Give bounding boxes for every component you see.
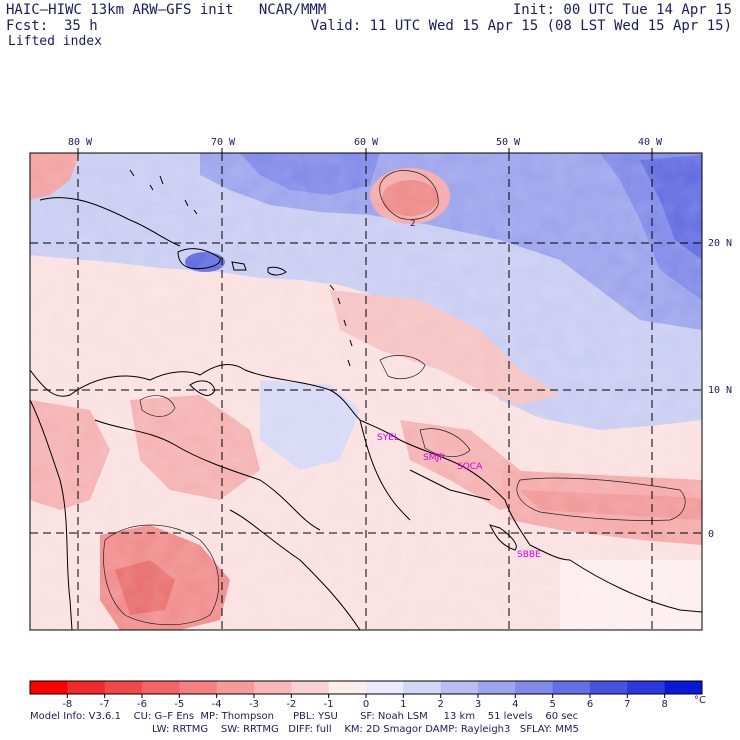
model-info-line2: LW: RRTMG SW: RRTMG DIFF: full KM: 2D Sm…	[152, 724, 579, 735]
valid-time: Valid: 11 UTC Wed 15 Apr 15 (08 LST Wed …	[310, 18, 732, 34]
colorbar-tick-label: 3	[475, 699, 481, 710]
colorbar-tick-label: 5	[549, 699, 555, 710]
colorbar-tick-label: -2	[286, 699, 296, 710]
colorbar-tick-label: 2	[437, 699, 443, 710]
colorbar-swatch	[254, 681, 292, 694]
top-ticks	[77, 148, 653, 153]
model-title: HAIC–HIWC 13km ARW–GFS init NCAR/MMM	[6, 2, 327, 18]
colorbar-tick-label: 7	[624, 699, 630, 710]
colorbar-swatch	[403, 681, 442, 694]
contour-lines	[103, 170, 686, 626]
colorbar-swatch	[664, 681, 703, 694]
lat-label-0: 0	[708, 529, 714, 540]
lon-label-50w: 50 W	[496, 137, 521, 148]
coastlines	[30, 169, 702, 630]
colorbar-swatch	[179, 681, 218, 694]
colorbar-tick-label: -7	[100, 699, 110, 710]
colorbar-tick-label: 1	[400, 699, 406, 710]
colorbar-swatch	[515, 681, 554, 694]
colorbar-tick-label: 6	[587, 699, 593, 710]
station-label-soca: SOCA	[457, 462, 483, 472]
colorbar-tick-label: -1	[324, 699, 334, 710]
colorbar-swatch	[627, 681, 666, 694]
model-info-line1: Model Info: V3.6.1 CU: G–F Ens MP: Thomp…	[30, 711, 579, 722]
colorbar-tick-label: 8	[661, 699, 667, 710]
colorbar-swatch	[478, 681, 516, 694]
colorbar-swatch	[328, 681, 367, 694]
colorbar-tick-label: -4	[212, 699, 222, 710]
colorbar-swatch	[291, 681, 330, 694]
colorbar-tick-label: -5	[174, 699, 184, 710]
forecast-label: Fcst:	[6, 18, 49, 34]
colorbar-unit: °C	[694, 695, 706, 706]
init-time: Init: 00 UTC Tue 14 Apr 15	[512, 2, 732, 18]
colorbar-swatch	[552, 681, 591, 694]
lat-label-20n: 20 N	[708, 238, 732, 249]
colorbar-tick-label: 0	[363, 699, 369, 710]
colorbar-tick-label: -8	[62, 699, 72, 710]
colorbar-swatch	[142, 681, 180, 694]
colorbar-swatch	[590, 681, 628, 694]
lon-label-70w: 70 W	[211, 137, 236, 148]
forecast-hours: 35 h	[64, 18, 98, 34]
colorbar-swatch	[440, 681, 479, 694]
colorbar-tick-label: 4	[512, 699, 518, 710]
colorbar-swatch	[30, 681, 68, 694]
station-label-smjp: SMJP	[423, 453, 445, 463]
colorbar-swatch	[104, 681, 143, 694]
station-label-syel: SYEL	[377, 433, 399, 443]
colorbar-swatch	[67, 681, 106, 694]
colorbar-tick-label: -6	[137, 699, 147, 710]
colorbar: -8 -7 -6 -5 -4 -3 -2 -1 0 1 2 3 4 5 6 7 8	[29, 680, 703, 710]
lat-lon-grid	[30, 153, 702, 630]
stations: SYEL SMJP SOCA SBBE	[377, 433, 541, 560]
colorbar-swatch	[216, 681, 255, 694]
contour-label: 2	[410, 219, 415, 229]
lon-label-80w: 80 W	[68, 137, 93, 148]
station-label-sbbe: SBBE	[517, 550, 541, 560]
lon-label-40w: 40 W	[638, 137, 663, 148]
field-name: Lifted index	[8, 34, 102, 49]
colorbar-swatch	[366, 681, 404, 694]
lat-label-10n: 10 N	[708, 385, 732, 396]
lon-label-60w: 60 W	[354, 137, 379, 148]
colorbar-tick-label: -3	[249, 699, 259, 710]
